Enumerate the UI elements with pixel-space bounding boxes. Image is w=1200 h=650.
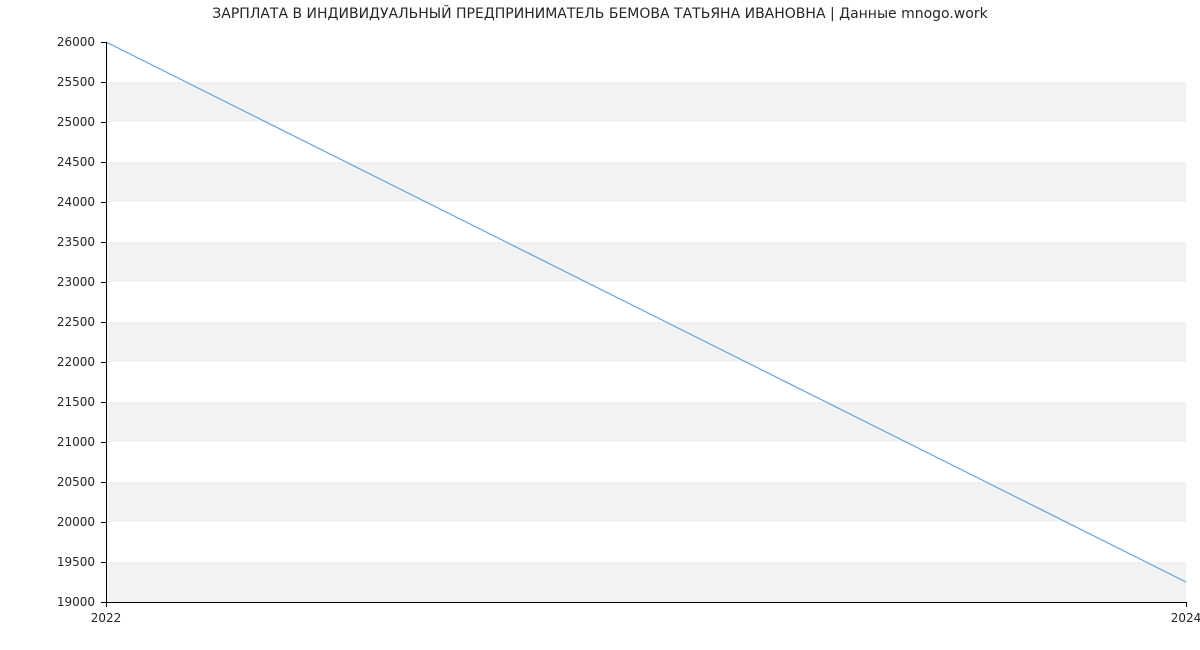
y-tick: [101, 202, 106, 203]
y-tick-label: 19000: [0, 595, 95, 609]
y-tick: [101, 482, 106, 483]
y-tick: [101, 402, 106, 403]
chart-title: ЗАРПЛАТА В ИНДИВИДУАЛЬНЫЙ ПРЕДПРИНИМАТЕЛ…: [0, 6, 1200, 22]
series-salary: [106, 42, 1186, 582]
y-tick: [101, 322, 106, 323]
line-series-svg: [106, 42, 1186, 602]
y-tick: [101, 42, 106, 43]
y-tick-label: 19500: [0, 555, 95, 569]
y-tick-label: 24000: [0, 195, 95, 209]
y-tick-label: 25500: [0, 75, 95, 89]
y-tick-label: 24500: [0, 155, 95, 169]
y-tick: [101, 522, 106, 523]
y-tick-label: 21500: [0, 395, 95, 409]
y-tick-label: 23500: [0, 235, 95, 249]
y-tick-label: 20000: [0, 515, 95, 529]
y-tick: [101, 282, 106, 283]
y-tick-label: 23000: [0, 275, 95, 289]
y-tick-label: 22000: [0, 355, 95, 369]
y-tick: [101, 242, 106, 243]
y-tick: [101, 82, 106, 83]
x-tick: [106, 602, 107, 607]
y-tick-label: 20500: [0, 475, 95, 489]
y-tick: [101, 362, 106, 363]
y-tick-label: 25000: [0, 115, 95, 129]
y-tick: [101, 562, 106, 563]
y-tick-label: 22500: [0, 315, 95, 329]
x-axis: [106, 602, 1186, 603]
x-tick-label: 2022: [91, 611, 122, 625]
x-tick-label: 2024: [1171, 611, 1200, 625]
y-tick: [101, 442, 106, 443]
y-tick: [101, 162, 106, 163]
y-tick-label: 26000: [0, 35, 95, 49]
salary-line-chart: ЗАРПЛАТА В ИНДИВИДУАЛЬНЫЙ ПРЕДПРИНИМАТЕЛ…: [0, 0, 1200, 650]
x-tick: [1186, 602, 1187, 607]
y-axis: [106, 42, 107, 602]
y-tick-label: 21000: [0, 435, 95, 449]
plot-area: [106, 42, 1186, 602]
y-tick: [101, 122, 106, 123]
